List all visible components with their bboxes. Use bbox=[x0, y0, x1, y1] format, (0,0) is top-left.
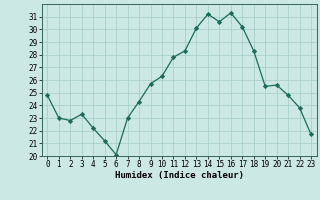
X-axis label: Humidex (Indice chaleur): Humidex (Indice chaleur) bbox=[115, 171, 244, 180]
